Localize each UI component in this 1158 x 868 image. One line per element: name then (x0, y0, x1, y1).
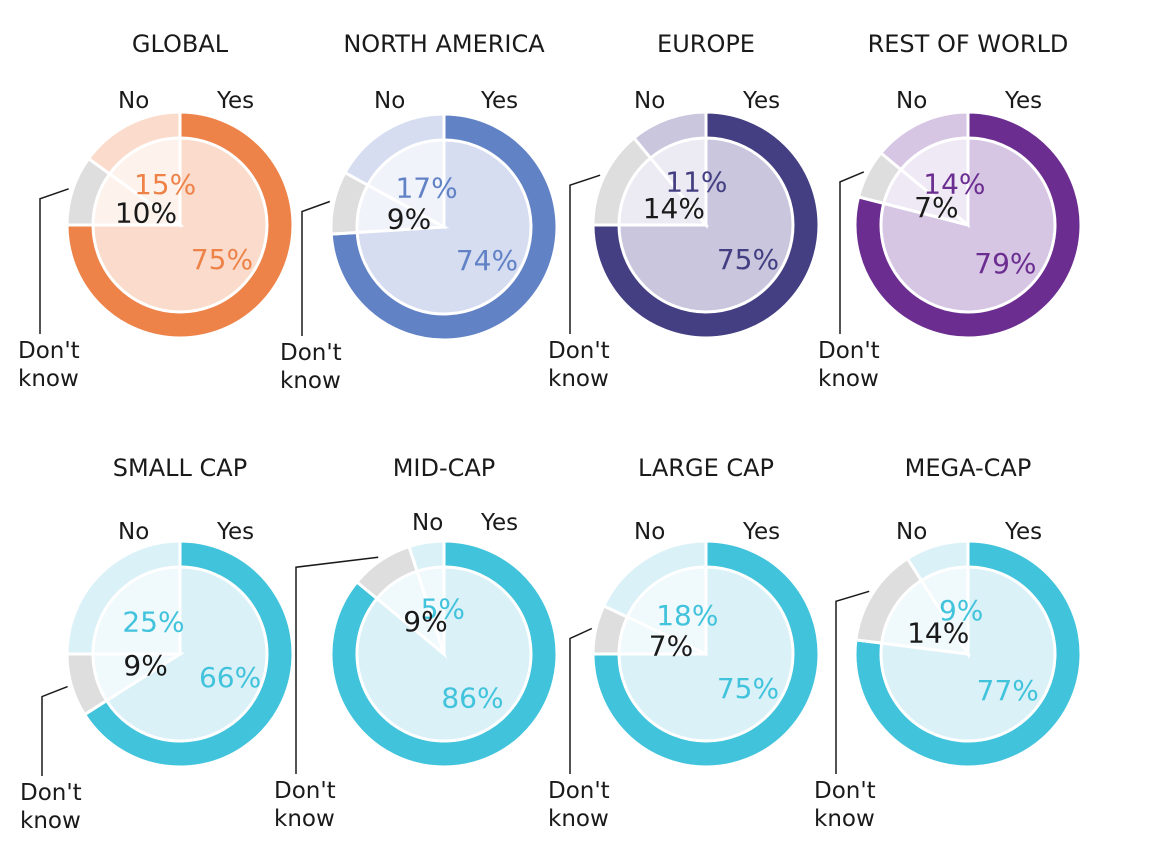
slice-no-inner (91, 565, 182, 656)
value-label-dk: 9% (403, 605, 447, 638)
donut-rest-of-world: REST OF WORLD 79% 14%7% Yes No Don't know (818, 30, 1083, 392)
donut-global: GLOBAL 75% 15%10% Yes No Don't know (18, 30, 295, 392)
slice-no-inner (415, 565, 446, 655)
dont-know-leader-line (569, 174, 601, 334)
slice-no-inner (898, 136, 970, 229)
category-label-dont-know: Don't know (18, 338, 80, 392)
value-label-dk: 7% (649, 629, 693, 662)
value-label-no: 11% (665, 166, 727, 199)
category-label-no: No (412, 510, 443, 536)
slice-yes-inner (879, 136, 1057, 314)
slice-yes-inner (104, 565, 269, 743)
donut-mega-cap: MEGA-CAP 77% 9%14% Yes No Don't know (814, 454, 1083, 832)
category-label-dont-know: Don't know (274, 778, 336, 832)
category-label-dont-know: Don't know (20, 780, 82, 834)
chart-title: NORTH AMERICA (343, 30, 545, 58)
chart-title: SMALL CAP (113, 454, 247, 482)
category-label-no: No (374, 88, 405, 114)
chart-title: REST OF WORLD (868, 30, 1069, 58)
slice-yes-inner (617, 565, 795, 743)
value-label-yes: 66% (199, 661, 261, 694)
value-label-no: 25% (122, 605, 184, 638)
category-label-no: No (634, 519, 665, 545)
value-label-dk: 10% (115, 197, 177, 230)
value-label-no: 9% (939, 594, 983, 627)
category-label-yes: Yes (216, 88, 254, 114)
dont-know-leader-line (39, 188, 69, 334)
donut-large-cap: LARGE CAP 75% 18%7% Yes No Don't know (548, 454, 821, 832)
value-label-dk: 9% (387, 202, 431, 235)
value-label-yes: 74% (456, 244, 518, 277)
value-label-dk: 9% (123, 649, 167, 682)
category-label-yes: Yes (742, 519, 780, 545)
category-label-no: No (896, 88, 927, 114)
category-label-yes: Yes (742, 88, 780, 114)
category-label-no: No (118, 519, 149, 545)
value-label-dk: 14% (907, 617, 969, 650)
value-label-dk: 7% (914, 191, 958, 224)
value-label-no: 14% (923, 167, 985, 200)
category-label-dont-know: Don't know (280, 340, 342, 394)
dont-know-leader-line (301, 200, 331, 336)
dont-know-leader-line (41, 685, 68, 776)
slice-no-inner (365, 138, 446, 230)
value-label-yes: 86% (441, 681, 503, 714)
chart-title: MID-CAP (393, 454, 496, 482)
category-label-yes: Yes (1004, 88, 1042, 114)
donut-europe: EUROPE 75% 11%14% Yes No Don't know (548, 30, 821, 392)
category-label-dont-know: Don't know (814, 778, 876, 832)
chart-title: LARGE CAP (638, 454, 774, 482)
slice-no-inner (107, 136, 182, 228)
category-label-yes: Yes (216, 519, 254, 545)
category-label-dont-know: Don't know (818, 338, 880, 392)
category-label-yes: Yes (1004, 519, 1042, 545)
category-label-dont-know: Don't know (548, 338, 610, 392)
value-label-yes: 77% (977, 674, 1039, 707)
donut-small-cap: SMALL CAP 66% 25% 9% Yes No Don't know (20, 454, 295, 834)
slice-yes-inner (91, 136, 269, 314)
value-label-yes: 75% (717, 243, 779, 276)
dont-know-leader-line (835, 590, 870, 774)
slice-yes-inner (355, 565, 533, 743)
slice-no-inner (625, 565, 708, 657)
slice-dk-inner (617, 155, 710, 227)
value-label-no: 18% (656, 599, 718, 632)
slice-dk-inner (880, 578, 971, 656)
value-label-no: 5% (421, 593, 465, 626)
category-label-dont-know: Don't know (548, 778, 610, 832)
category-label-no: No (896, 519, 927, 545)
chart-title: MEGA-CAP (905, 454, 1032, 482)
category-label-no: No (634, 88, 665, 114)
value-label-yes: 79% (974, 247, 1036, 280)
slice-no-inner (648, 136, 708, 230)
donut-north-america: NORTH AMERICA 74% 17%9% Yes No Don't know (280, 30, 559, 394)
value-label-dk: 14% (643, 192, 705, 225)
chart-title: GLOBAL (132, 30, 229, 58)
value-label-no: 17% (395, 171, 457, 204)
donut-mid-cap: MID-CAP 86% 5%9% Yes No Don't know (274, 454, 559, 832)
slice-yes-inner (617, 136, 795, 314)
dont-know-leader-line (295, 556, 379, 774)
category-label-yes: Yes (480, 88, 518, 114)
category-label-no: No (118, 88, 149, 114)
value-label-no: 15% (134, 168, 196, 201)
dont-know-leader-line (569, 627, 593, 774)
value-label-yes: 75% (191, 243, 253, 276)
category-label-yes: Yes (480, 510, 518, 536)
dont-know-leader-line (839, 171, 865, 334)
chart-title: EUROPE (657, 30, 755, 58)
slice-no-inner (919, 565, 970, 660)
value-label-yes: 75% (717, 672, 779, 705)
